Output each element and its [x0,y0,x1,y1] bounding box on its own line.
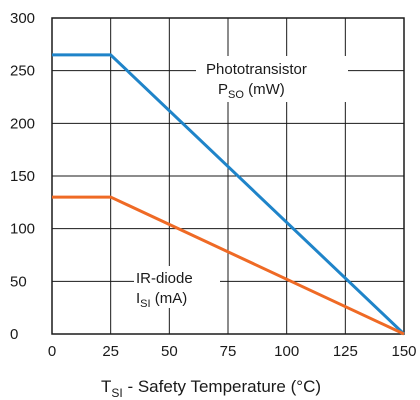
ir-diode-unit-label: ISI (mA) [136,290,187,310]
phototransistor-unit-label: PSO (mW) [218,81,285,101]
x-tick-label-100: 100 [274,343,299,360]
phototransistor-symbol-subscript: SO [228,89,244,101]
phototransistor-unit: (mW) [244,81,285,98]
y-tick-label-300: 300 [10,10,35,27]
x-tick-label-75: 75 [220,343,237,360]
x-tick-label-150: 150 [391,343,416,360]
y-tick-label-0: 0 [10,326,18,343]
x-tick-label-50: 50 [161,343,178,360]
x-axis-title: TSI - Safety Temperature (°C) [101,377,321,400]
series-line-ir-diode [52,195,405,336]
y-tick-label-200: 200 [10,115,35,132]
y-tick-label-250: 250 [10,63,35,80]
plot-frame [51,17,405,335]
phototransistor-label: Phototransistor [206,61,307,78]
y-axis-ticks: 0 50 100 150 200 250 300 [10,10,35,343]
x-tick-label-0: 0 [48,343,56,360]
x-axis-title-symbol: T [101,377,111,396]
x-axis-title-subscript: SI [111,386,122,400]
x-tick-label-125: 125 [333,343,358,360]
phototransistor-symbol: P [218,81,228,98]
series-line-phototransistor [52,53,406,336]
ir-diode-symbol-subscript: SI [140,298,150,310]
x-tick-label-25: 25 [102,343,119,360]
ir-diode-symbol: I [136,290,140,307]
y-tick-label-150: 150 [10,168,35,185]
ir-diode-unit: (mA) [151,290,188,307]
y-tick-label-100: 100 [10,221,35,238]
x-axis-ticks: 0 25 50 75 100 125 150 [48,343,417,360]
phototransistor-label-background [196,56,348,102]
ir-diode-label-background [134,266,220,308]
y-tick-label-50: 50 [10,273,27,290]
x-axis-title-text: - Safety Temperature (°C) [123,377,321,396]
ir-diode-label: IR-diode [136,270,193,287]
series-lines [52,53,406,336]
